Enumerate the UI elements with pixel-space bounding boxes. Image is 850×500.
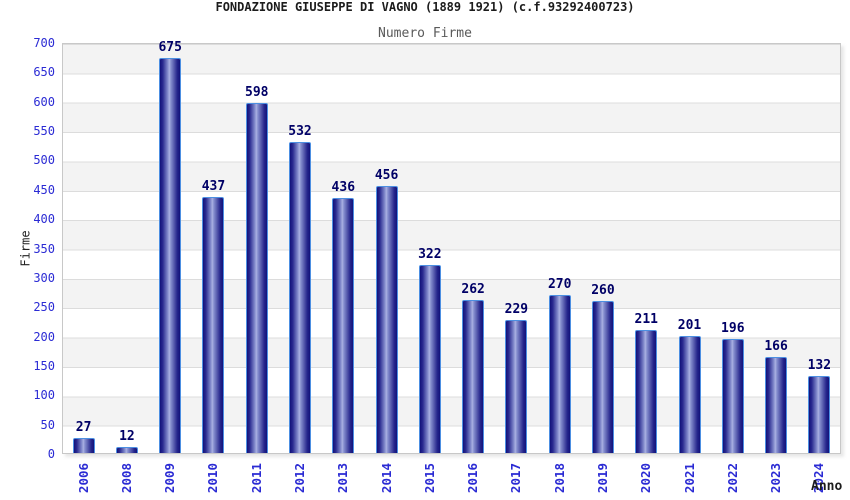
bar-value-label: 262 — [461, 282, 485, 298]
x-tick-label: 2016 — [465, 462, 481, 494]
bar-value-label: 12 — [119, 428, 135, 444]
bar-2014 — [375, 186, 398, 453]
x-tick-label: 2018 — [551, 462, 567, 494]
x-tick-label: 2017 — [508, 462, 524, 494]
bar-value-label: 132 — [807, 358, 832, 374]
y-tick-label: 650 — [33, 65, 55, 80]
x-tick-label: 2014 — [378, 462, 394, 494]
bar-2010 — [202, 197, 225, 453]
y-tick-label: 350 — [33, 241, 55, 256]
bar-2019 — [591, 301, 614, 453]
x-tick-label: 2020 — [638, 462, 654, 494]
bar-value-label: 166 — [764, 338, 788, 354]
bar-2013 — [332, 198, 355, 453]
bar-2022 — [721, 338, 744, 453]
y-tick-label: 300 — [33, 270, 55, 285]
bar-2017 — [505, 319, 528, 453]
bar-value-label: 598 — [245, 84, 269, 100]
bar-2016 — [462, 300, 485, 453]
bar-2008 — [115, 446, 138, 453]
x-tick-label: 2022 — [724, 462, 740, 494]
y-tick-label: 600 — [33, 94, 55, 109]
bar-value-label: 270 — [547, 277, 572, 293]
bar-2011 — [245, 102, 268, 453]
y-tick-label: 400 — [33, 212, 55, 227]
x-tick-label: 2010 — [205, 462, 221, 494]
y-tick-label: 100 — [33, 388, 55, 403]
y-axis-title: Firme — [18, 230, 33, 267]
bar-value-label: 201 — [677, 317, 702, 333]
y-tick-label: 550 — [33, 124, 55, 139]
plot-area — [62, 43, 841, 454]
bar-value-label: 211 — [634, 312, 658, 328]
bar-2009 — [159, 57, 182, 453]
bar-value-label: 322 — [418, 246, 442, 262]
bar-value-label: 260 — [591, 283, 615, 299]
bar-2006 — [72, 438, 95, 453]
x-tick-label: 2021 — [681, 462, 697, 494]
bar-value-label: 532 — [288, 123, 312, 139]
bar-2023 — [765, 356, 788, 453]
bar-value-label: 436 — [331, 180, 356, 195]
bar-value-label: 675 — [158, 39, 182, 55]
bar-2012 — [289, 141, 312, 453]
chart-title: FONDAZIONE GIUSEPPE DI VAGNO (1889 1921)… — [215, 0, 635, 14]
x-tick-label: 2012 — [292, 462, 308, 494]
y-tick-label: 0 — [47, 447, 55, 461]
bar-2018 — [548, 295, 571, 453]
bar-value-label: 27 — [75, 420, 92, 436]
x-tick-label: 2008 — [118, 462, 134, 494]
bar-value-label: 196 — [721, 320, 745, 336]
x-tick-label: 2009 — [162, 462, 178, 494]
bar-value-label: 456 — [374, 168, 399, 184]
y-tick-label: 450 — [33, 182, 55, 197]
y-tick-label: 500 — [33, 153, 55, 168]
chart-subtitle: Numero Firme — [378, 26, 472, 41]
x-tick-label: 2006 — [75, 462, 91, 494]
x-tick-label: 2013 — [335, 462, 351, 494]
y-tick-label: 700 — [33, 36, 55, 50]
x-tick-label: 2011 — [248, 462, 264, 494]
x-tick-label: 2015 — [421, 462, 437, 494]
y-tick-label: 200 — [33, 329, 55, 344]
bar-value-label: 229 — [504, 301, 529, 317]
bar-value-label: 437 — [201, 179, 226, 195]
bar-2015 — [418, 264, 441, 453]
bar-2021 — [678, 335, 701, 453]
y-tick-label: 50 — [40, 417, 55, 432]
x-axis-title: Anno — [811, 479, 843, 494]
x-tick-label: 2019 — [594, 462, 610, 494]
bar-2020 — [635, 330, 658, 453]
y-tick-label: 150 — [33, 358, 55, 373]
x-tick-label: 2023 — [768, 462, 784, 494]
y-tick-label: 250 — [33, 300, 55, 315]
bar-2024 — [808, 376, 831, 453]
